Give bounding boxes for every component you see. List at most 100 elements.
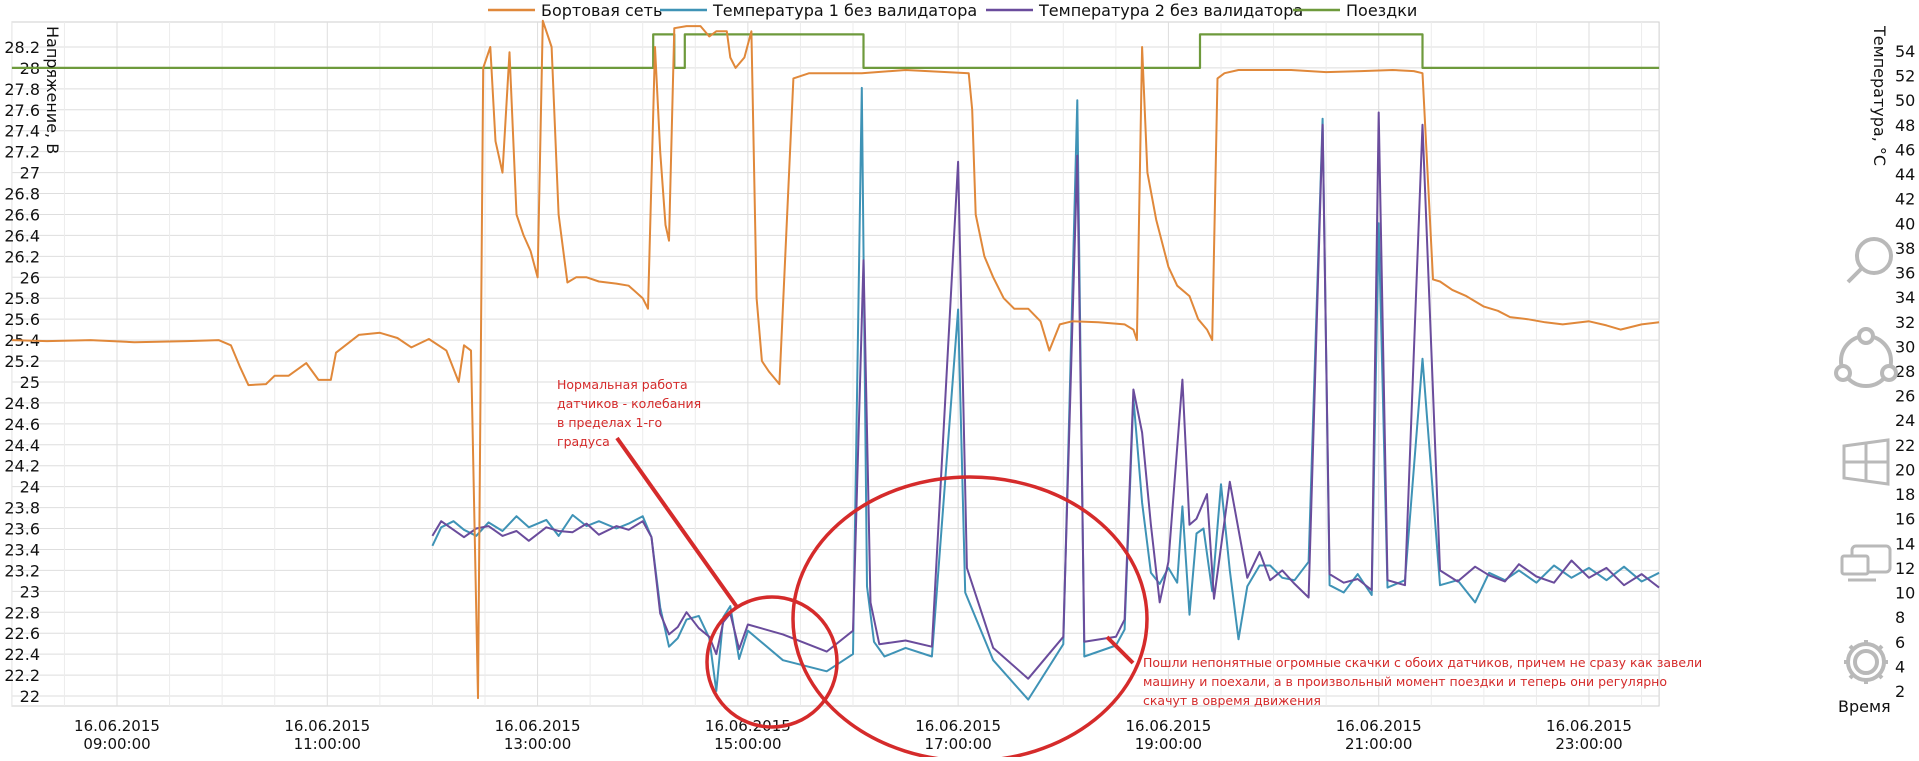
x-tick-time: 21:00:00: [1345, 735, 1412, 753]
right-tick-label: 16: [1895, 510, 1915, 529]
annotation-arrow-2: [1105, 635, 1135, 665]
right-tick-label: 22: [1895, 436, 1915, 455]
left-tick-label: 27.4: [4, 122, 40, 141]
right-axis-title: Температура, °С: [1870, 25, 1889, 166]
right-tick-label: 14: [1895, 534, 1915, 553]
series-line-2: [431, 111, 1660, 680]
x-tick-time: 19:00:00: [1135, 735, 1202, 753]
right-tick-label: 32: [1895, 313, 1915, 332]
left-tick-label: 25.2: [4, 352, 40, 371]
annotation-arrow-1: [615, 436, 739, 609]
left-tick-label: 23.6: [4, 520, 40, 539]
left-tick-label: 26.6: [4, 205, 40, 224]
left-tick-label: 22.4: [4, 645, 40, 664]
right-tick-label: 30: [1895, 337, 1915, 356]
right-tick-label: 8: [1895, 608, 1905, 627]
right-tick-label: 40: [1895, 214, 1915, 233]
right-tick-label: 36: [1895, 264, 1915, 283]
legend: Бортовая сеть Температура 1 без валидато…: [488, 1, 1417, 20]
left-tick-label: 23.2: [4, 561, 40, 580]
x-tick-date: 16.06.2015: [705, 717, 791, 735]
right-tick-label: 54: [1895, 42, 1915, 61]
annotation-text-normal-1: Нормальная работа: [557, 377, 688, 392]
left-tick-label: 22.8: [4, 603, 40, 622]
left-tick-label: 24.8: [4, 394, 40, 413]
annotation-text-jumps-2: машину и поехали, а в произвольный момен…: [1143, 674, 1667, 689]
right-tick-label: 34: [1895, 288, 1915, 307]
right-tick-label: 38: [1895, 239, 1915, 258]
annotation-text-jumps-1: Пошли непонятные огромные скачки с обоих…: [1143, 655, 1702, 670]
legend-label-temp2: Температура 2 без валидатора: [1038, 1, 1303, 20]
annotation-text-normal-2: датчиков - колебания: [557, 396, 701, 411]
series-line-3: [11, 33, 1660, 70]
right-tick-label: 44: [1895, 165, 1915, 184]
left-tick-label: 27.6: [4, 101, 40, 120]
x-tick-time: 11:00:00: [294, 735, 361, 753]
left-tick-label: 28.2: [4, 38, 40, 57]
x-tick-time: 23:00:00: [1555, 735, 1622, 753]
left-tick-label: 27.8: [4, 80, 40, 99]
left-tick-label: 22: [20, 687, 40, 706]
left-tick-label: 27.2: [4, 143, 40, 162]
search-icon[interactable]: [1846, 237, 1893, 284]
left-tick-label: 23: [20, 582, 40, 601]
left-axis-title: Напряжение, В: [43, 26, 62, 154]
legend-label-onboard: Бортовая сеть: [541, 1, 662, 20]
left-tick-label: 26: [20, 268, 40, 287]
right-tick-label: 20: [1895, 460, 1915, 479]
annotations: Нормальная работа датчиков - колебания в…: [557, 377, 1702, 761]
right-tick-label: 48: [1895, 116, 1915, 135]
x-tick-time: 15:00:00: [714, 735, 781, 753]
x-tick-date: 16.06.2015: [915, 717, 1001, 735]
right-tick-label: 12: [1895, 559, 1915, 578]
left-tick-label: 26.4: [4, 226, 40, 245]
left-tick-label: 26.8: [4, 185, 40, 204]
x-tick-date: 16.06.2015: [1546, 717, 1632, 735]
right-tick-label: 46: [1895, 140, 1915, 159]
annotation-text-jumps-3: скачут в овремя движения: [1143, 693, 1321, 708]
x-tick-time: 17:00:00: [924, 735, 991, 753]
share-icon[interactable]: [1834, 327, 1898, 388]
right-tick-label: 50: [1895, 91, 1915, 110]
left-tick-label: 24: [20, 478, 40, 497]
left-tick-label: 25: [20, 373, 40, 392]
right-tick-label: 18: [1895, 485, 1915, 504]
left-tick-label: 26.2: [4, 247, 40, 266]
left-tick-label: 23.8: [4, 499, 40, 518]
left-tick-label: 25.6: [4, 310, 40, 329]
annotation-text-normal-4: градуса: [557, 434, 610, 449]
x-tick-date: 16.06.2015: [1125, 717, 1211, 735]
left-tick-label: 23.4: [4, 540, 40, 559]
right-tick-label: 28: [1895, 362, 1915, 381]
legend-label-trips: Поездки: [1346, 1, 1417, 20]
left-tick-label: 24.6: [4, 415, 40, 434]
right-tick-label: 4: [1895, 657, 1905, 676]
windows-icon[interactable]: [1842, 438, 1890, 486]
x-tick-date: 16.06.2015: [284, 717, 370, 735]
devices-icon[interactable]: [1840, 544, 1892, 582]
gear-icon[interactable]: [1844, 640, 1888, 684]
right-tick-label: 52: [1895, 67, 1915, 86]
left-tick-label: 27: [20, 164, 40, 183]
x-tick-date: 16.06.2015: [1336, 717, 1422, 735]
annotation-circle-small: [705, 595, 839, 729]
right-tick-label: 2: [1895, 682, 1905, 701]
right-tick-label: 26: [1895, 387, 1915, 406]
left-tick-label: 22.2: [4, 666, 40, 685]
annotation-circle-large: [791, 475, 1149, 761]
annotation-text-normal-3: в пределах 1-го: [557, 415, 662, 430]
x-axis-title: Время: [1838, 697, 1891, 716]
legend-label-temp1: Температура 1 без валидатора: [712, 1, 977, 20]
left-tick-label: 22.6: [4, 624, 40, 643]
left-tick-label: 25.8: [4, 289, 40, 308]
right-tick-label: 42: [1895, 190, 1915, 209]
right-tick-label: 6: [1895, 633, 1905, 652]
series-line-1: [431, 86, 1660, 701]
x-tick-date: 16.06.2015: [74, 717, 160, 735]
right-tick-label: 10: [1895, 584, 1915, 603]
series-line-0: [11, 19, 1660, 700]
left-tick-label: 24.4: [4, 436, 40, 455]
x-tick-time: 09:00:00: [83, 735, 150, 753]
